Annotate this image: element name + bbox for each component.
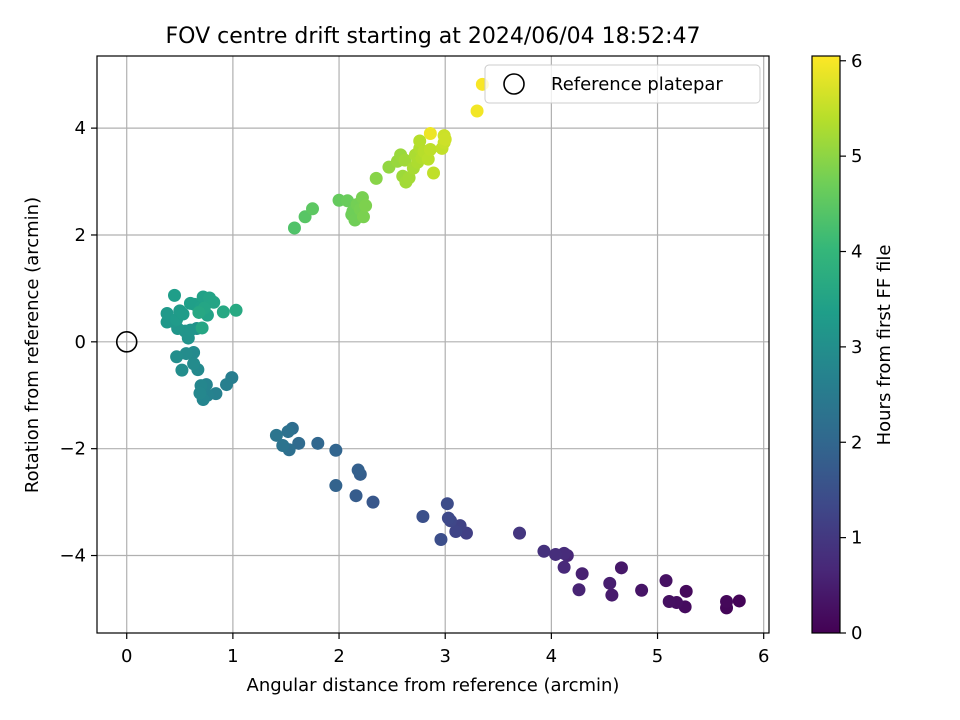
x-tick-label: 4 bbox=[546, 646, 557, 667]
data-point bbox=[605, 588, 619, 602]
colorbar-tick-label: 3 bbox=[851, 337, 862, 358]
data-point bbox=[449, 524, 463, 538]
data-point bbox=[359, 199, 373, 213]
chart-title: FOV centre drift starting at 2024/06/04 … bbox=[166, 24, 701, 49]
y-axis-label: Rotation from reference (arcmin) bbox=[22, 197, 43, 493]
colorbar-tick-label: 1 bbox=[851, 528, 862, 549]
data-point bbox=[441, 511, 455, 525]
data-point bbox=[438, 132, 452, 146]
colorbar-ticks: 0 1 2 3 4 5 6 bbox=[840, 51, 862, 644]
data-point bbox=[216, 305, 230, 319]
grid-lines bbox=[97, 56, 769, 633]
data-point bbox=[220, 378, 234, 392]
data-point bbox=[635, 583, 649, 597]
legend-box bbox=[484, 64, 761, 104]
data-point bbox=[329, 443, 343, 457]
data-point bbox=[281, 425, 295, 439]
data-point bbox=[513, 526, 527, 540]
data-point bbox=[276, 438, 290, 452]
x-tick-label: 3 bbox=[439, 646, 450, 667]
data-point bbox=[434, 533, 448, 547]
data-point bbox=[349, 489, 363, 503]
data-point bbox=[427, 166, 441, 180]
data-point bbox=[537, 544, 551, 558]
x-axis-label: Angular distance from reference (arcmin) bbox=[247, 675, 620, 696]
data-point bbox=[398, 153, 412, 167]
data-point bbox=[470, 104, 484, 118]
colorbar-tick-label: 5 bbox=[851, 146, 862, 167]
data-point bbox=[176, 307, 190, 321]
data-point bbox=[659, 574, 673, 588]
colorbar bbox=[811, 55, 841, 634]
y-tick-label: 0 bbox=[75, 332, 86, 353]
data-point bbox=[557, 560, 571, 574]
x-axis-ticks: 0 1 2 3 4 5 6 bbox=[121, 633, 769, 667]
data-point bbox=[351, 463, 365, 477]
legend-label: Reference platepar bbox=[551, 74, 723, 95]
data-point bbox=[662, 594, 676, 608]
data-point bbox=[413, 134, 427, 148]
colorbar-tick-label: 4 bbox=[851, 242, 862, 263]
x-tick-label: 1 bbox=[227, 646, 238, 667]
data-point bbox=[207, 295, 221, 309]
x-tick-label: 6 bbox=[758, 646, 769, 667]
data-point bbox=[720, 594, 734, 608]
data-point bbox=[416, 510, 430, 524]
data-point bbox=[329, 479, 343, 493]
data-point bbox=[369, 171, 383, 185]
data-point bbox=[311, 436, 325, 450]
data-point bbox=[192, 305, 206, 319]
data-point bbox=[183, 323, 197, 337]
data-point bbox=[287, 221, 301, 235]
reference-platepar-marker bbox=[115, 331, 138, 353]
y-tick-label: −4 bbox=[59, 546, 86, 567]
data-point bbox=[193, 386, 207, 400]
data-point bbox=[614, 561, 628, 575]
colorbar-label: Hours from first FF file bbox=[874, 245, 895, 446]
colorbar-tick-label: 6 bbox=[851, 51, 862, 72]
data-point bbox=[603, 576, 617, 590]
data-point bbox=[575, 567, 589, 581]
data-point bbox=[423, 126, 437, 140]
plot-frame bbox=[96, 55, 770, 634]
data-point bbox=[187, 357, 201, 371]
data-point bbox=[160, 307, 174, 321]
y-axis-ticks: −4 −2 0 2 4 bbox=[59, 118, 97, 567]
data-point bbox=[356, 210, 370, 224]
data-point bbox=[195, 321, 209, 335]
data-point bbox=[440, 497, 454, 511]
y-tick-label: 2 bbox=[75, 225, 86, 246]
data-point bbox=[269, 428, 283, 442]
x-tick-label: 2 bbox=[333, 646, 344, 667]
data-point bbox=[170, 350, 184, 364]
colorbar-tick-label: 0 bbox=[851, 623, 862, 644]
data-point bbox=[423, 142, 437, 156]
data-point bbox=[175, 363, 189, 377]
x-tick-label: 5 bbox=[652, 646, 663, 667]
scatter-points bbox=[160, 77, 746, 615]
legend-marker bbox=[503, 73, 525, 95]
data-point bbox=[366, 495, 380, 509]
data-point bbox=[732, 594, 746, 608]
colorbar-tick-label: 2 bbox=[851, 432, 862, 453]
data-point bbox=[572, 583, 586, 597]
data-point bbox=[292, 436, 306, 450]
y-tick-label: −2 bbox=[59, 439, 86, 460]
data-point bbox=[306, 202, 320, 216]
data-point bbox=[679, 584, 693, 598]
data-point bbox=[229, 303, 243, 317]
y-tick-label: 4 bbox=[75, 118, 86, 139]
data-point bbox=[549, 547, 563, 561]
x-tick-label: 0 bbox=[121, 646, 132, 667]
data-point bbox=[167, 288, 181, 302]
legend: Reference platepar bbox=[484, 64, 761, 104]
